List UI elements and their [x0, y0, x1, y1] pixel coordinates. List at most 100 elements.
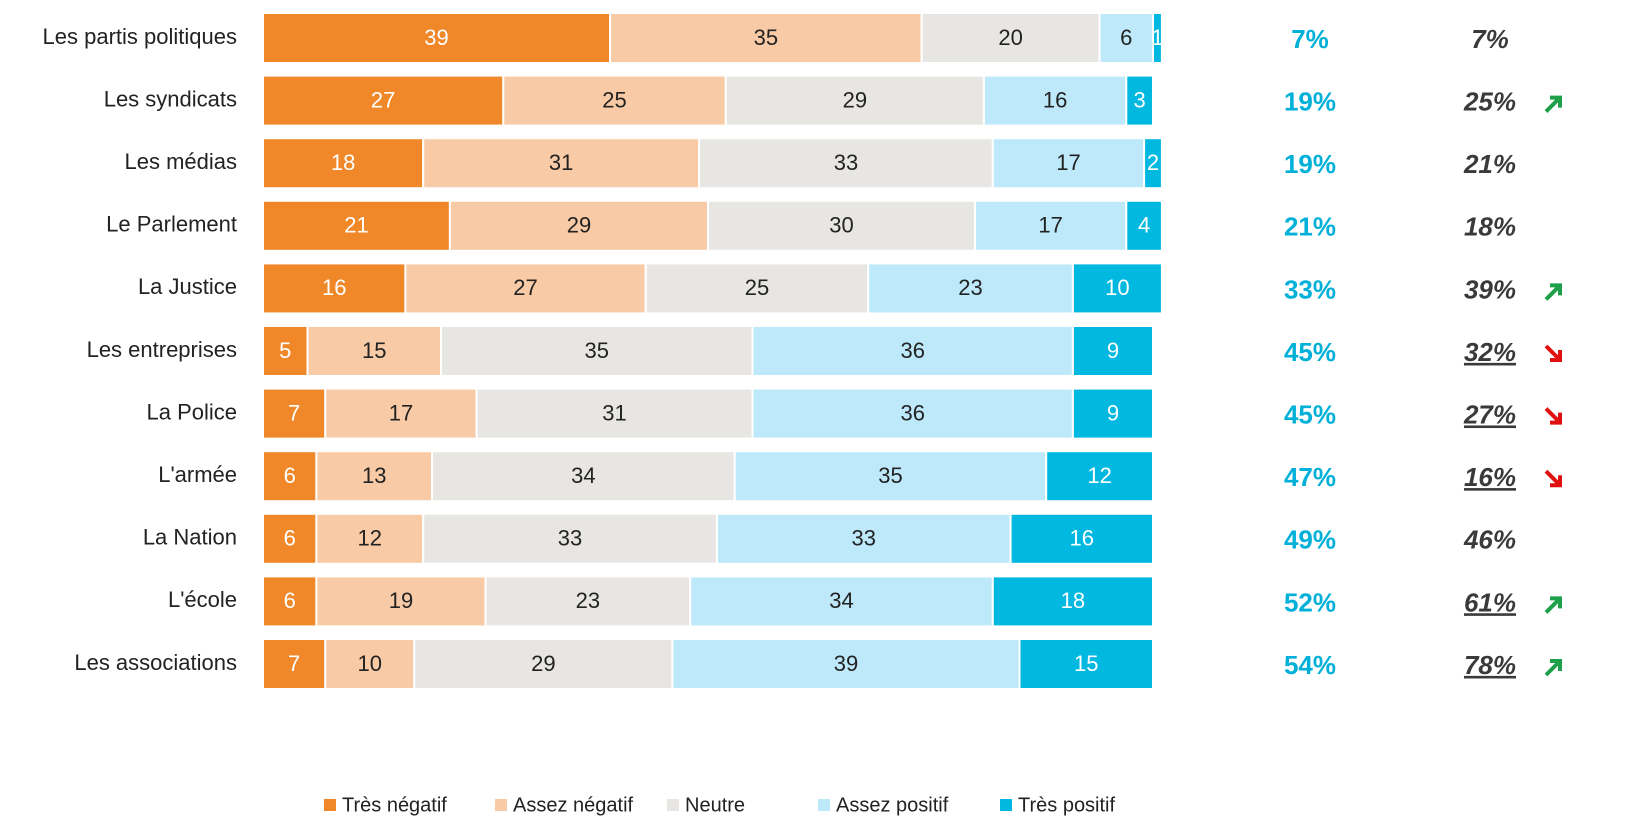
trend-arrow [1544, 283, 1562, 301]
legend-swatch [495, 799, 507, 811]
bar-segment [1071, 387, 1155, 440]
segment-label: 6 [284, 526, 296, 551]
segment-label: 19 [389, 588, 413, 613]
legend-label: Très négatif [342, 794, 447, 816]
trend-arrow [1544, 469, 1562, 488]
segment-label: 25 [602, 87, 626, 112]
segment-label: 34 [571, 463, 595, 488]
bar-segment [262, 199, 451, 252]
bar-segment [262, 638, 327, 690]
segment-label: 18 [1061, 588, 1085, 613]
comparison-share: 7% [1471, 24, 1509, 54]
bar-segment [262, 450, 318, 503]
comparison-share: 21% [1463, 149, 1516, 179]
category-label: L'école [168, 587, 237, 612]
positive-share: 45% [1284, 337, 1336, 367]
positive-share: 49% [1284, 525, 1336, 555]
comparison-share: 16% [1464, 462, 1516, 492]
legend-swatch [818, 799, 830, 811]
category-label: La Justice [138, 274, 237, 299]
bar-segment [689, 575, 994, 628]
segment-label: 18 [331, 150, 355, 175]
bar-segment [422, 137, 701, 190]
legend-label: Assez positif [836, 794, 949, 816]
legend-label: Très positif [1018, 794, 1116, 816]
segment-label: 23 [958, 275, 982, 300]
segment-label: 16 [322, 275, 346, 300]
segment-label: 10 [1105, 275, 1129, 300]
bar-segment [920, 12, 1101, 64]
positive-share: 21% [1284, 212, 1336, 242]
segment-label: 1 [1151, 25, 1163, 50]
positive-share: 45% [1284, 399, 1336, 429]
segment-label: 2 [1147, 150, 1159, 175]
bar-segment [1152, 12, 1163, 64]
segment-label: 17 [1056, 150, 1080, 175]
segment-label: 12 [358, 526, 382, 551]
category-label: Les syndicats [104, 86, 237, 111]
segment-label: 16 [1043, 87, 1067, 112]
bar-segment [751, 325, 1074, 377]
comparison-share: 39% [1464, 274, 1516, 304]
bar-segment [1071, 325, 1155, 377]
positive-share: 52% [1284, 587, 1336, 617]
segment-label: 17 [1038, 213, 1062, 238]
bar-segment [1045, 450, 1154, 503]
bar-segment [1071, 262, 1163, 315]
comparison-share: 46% [1463, 525, 1516, 555]
segment-label: 29 [843, 87, 867, 112]
legend-label: Assez négatif [513, 794, 634, 816]
segment-label: 3 [1134, 87, 1146, 112]
bar-segment [475, 387, 754, 440]
comparison-share: 18% [1464, 212, 1516, 242]
bar-segment [315, 450, 434, 503]
segment-label: 15 [1074, 651, 1098, 676]
segment-label: 9 [1107, 400, 1119, 425]
segment-label: 36 [900, 400, 924, 425]
segment-label: 7 [288, 400, 300, 425]
comparison-share: 78% [1464, 650, 1516, 680]
bar-segment [974, 199, 1128, 252]
category-label: Les entreprises [87, 337, 237, 362]
segment-label: 33 [852, 526, 876, 551]
segment-label: 29 [567, 213, 591, 238]
bar-segment [707, 199, 976, 252]
segment-label: 20 [998, 25, 1022, 50]
segment-label: 35 [878, 463, 902, 488]
segment-label: 6 [284, 588, 296, 613]
segment-label: 30 [829, 213, 853, 238]
trend-arrow [1544, 344, 1562, 362]
bar-segment [724, 74, 985, 127]
segment-label: 10 [358, 651, 382, 676]
segment-label: 6 [284, 463, 296, 488]
category-label: La Police [146, 399, 237, 424]
segment-label: 39 [834, 651, 858, 676]
bar-segment [315, 512, 425, 565]
trend-arrow [1544, 407, 1562, 425]
legend-swatch [324, 799, 336, 811]
bar-segment [867, 262, 1074, 315]
segment-label: 17 [389, 400, 413, 425]
segment-label: 27 [513, 275, 537, 300]
segment-label: 27 [371, 87, 395, 112]
positive-share: 54% [1284, 650, 1336, 680]
positive-share: 19% [1284, 149, 1336, 179]
legend-label: Neutre [685, 794, 745, 816]
positive-share: 19% [1284, 86, 1336, 116]
segment-label: 35 [754, 25, 778, 50]
segment-label: 13 [362, 463, 386, 488]
segment-label: 35 [585, 338, 609, 363]
bar-segment [422, 512, 718, 565]
bar-segment [991, 137, 1146, 190]
category-label: La Nation [143, 525, 237, 550]
segment-label: 5 [279, 338, 291, 363]
segment-label: 12 [1087, 463, 1111, 488]
bar-segment [1125, 199, 1163, 252]
bar-segment [982, 74, 1128, 127]
comparison-share: 61% [1464, 587, 1516, 617]
segment-label: 39 [424, 25, 448, 50]
bar-segment [1018, 638, 1154, 690]
bar-segment [484, 575, 692, 628]
comparison-share: 27% [1463, 399, 1516, 429]
segment-label: 34 [829, 588, 853, 613]
